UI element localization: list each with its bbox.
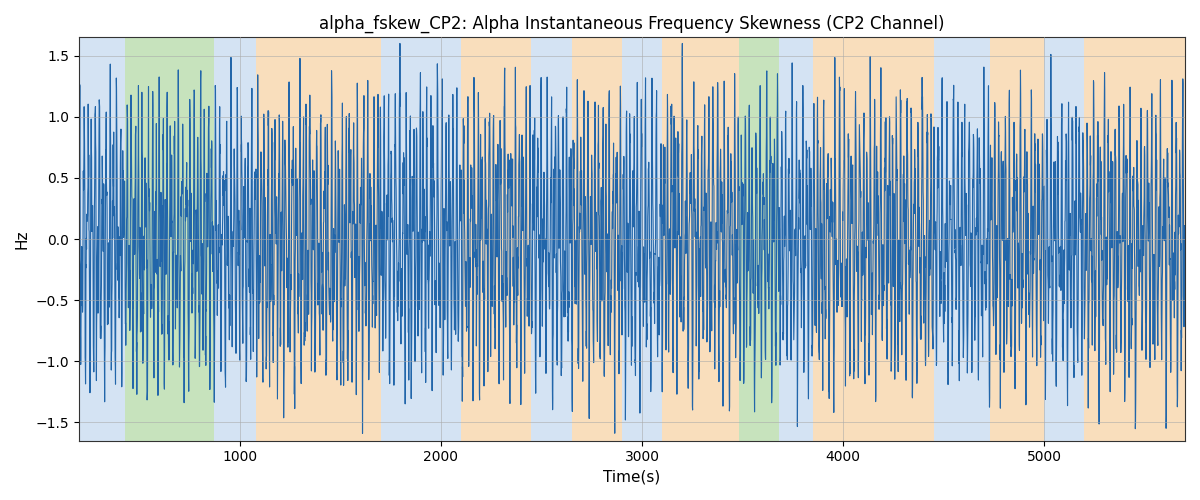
Title: alpha_fskew_CP2: Alpha Instantaneous Frequency Skewness (CP2 Channel): alpha_fskew_CP2: Alpha Instantaneous Fre… bbox=[319, 15, 944, 34]
Bar bbox=[125, 38, 214, 440]
Bar bbox=[622, 38, 662, 440]
Bar bbox=[380, 38, 461, 440]
Bar bbox=[738, 38, 779, 440]
Bar bbox=[256, 38, 380, 440]
Bar bbox=[214, 38, 256, 440]
Bar bbox=[1044, 38, 1085, 440]
Bar bbox=[79, 38, 125, 440]
Bar bbox=[532, 38, 571, 440]
Bar bbox=[779, 38, 812, 440]
Bar bbox=[662, 38, 738, 440]
Bar bbox=[461, 38, 532, 440]
Bar bbox=[571, 38, 622, 440]
Bar bbox=[934, 38, 990, 440]
Y-axis label: Hz: Hz bbox=[14, 230, 30, 249]
X-axis label: Time(s): Time(s) bbox=[604, 470, 660, 485]
Bar bbox=[990, 38, 1044, 440]
Bar bbox=[1085, 38, 1184, 440]
Bar bbox=[812, 38, 934, 440]
